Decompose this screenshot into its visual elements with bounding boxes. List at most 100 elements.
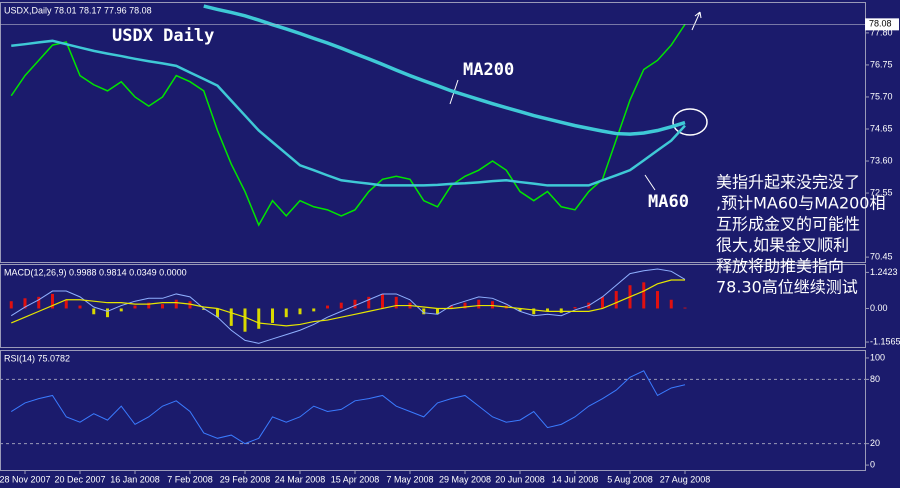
histogram-bar bbox=[339, 302, 343, 309]
y-tick-label: 0.00 bbox=[870, 303, 888, 313]
histogram-bar bbox=[188, 301, 192, 309]
histogram-bar bbox=[436, 308, 439, 315]
note-line: 释放将助推美指向 bbox=[716, 257, 844, 276]
histogram-bar bbox=[656, 291, 659, 309]
histogram-bar bbox=[559, 308, 563, 313]
pane-header: MACD(12,26,9) 0.9988 0.9814 0.0349 0.000… bbox=[4, 267, 187, 277]
histogram-bar bbox=[119, 308, 123, 312]
last-price-box bbox=[865, 18, 899, 31]
x-tick-label: 29 May 2008 bbox=[439, 474, 491, 484]
series-line bbox=[10, 23, 686, 227]
x-tick-label: 16 Jan 2008 bbox=[110, 474, 160, 484]
y-tick-label: 100 bbox=[870, 352, 885, 362]
histogram-bar bbox=[257, 308, 261, 329]
histogram-bar bbox=[614, 291, 618, 309]
histogram-bar bbox=[161, 304, 164, 309]
histogram-bar bbox=[9, 301, 13, 309]
histogram-bar bbox=[463, 302, 467, 309]
pane-header: RSI(14) 75.0782 bbox=[4, 353, 70, 363]
histogram-bar bbox=[518, 308, 522, 312]
ma60-pointer bbox=[644, 174, 656, 191]
series-line bbox=[11, 39, 686, 187]
histogram-bar bbox=[477, 299, 481, 309]
highlight-ellipse bbox=[672, 108, 708, 136]
histogram-bar bbox=[216, 308, 219, 318]
x-tick-label: 15 Apr 2008 bbox=[331, 474, 380, 484]
histogram-bar bbox=[51, 293, 54, 309]
histogram-bar bbox=[573, 307, 577, 309]
histogram-bar bbox=[202, 308, 206, 310]
x-tick-label: 28 Nov 2007 bbox=[0, 474, 51, 484]
histogram-bar bbox=[78, 305, 82, 309]
histogram-bar bbox=[271, 308, 274, 323]
histogram-bar bbox=[229, 308, 233, 326]
x-tick-label: 29 Feb 2008 bbox=[220, 474, 271, 484]
pane-header: USDX,Daily 78.01 78.17 77.96 78.08 bbox=[4, 5, 152, 15]
price-pane bbox=[0, 2, 866, 263]
x-tick-label: 7 Feb 2008 bbox=[167, 474, 213, 484]
y-tick-label: 76.75 bbox=[870, 59, 893, 69]
histogram-bar bbox=[422, 308, 426, 315]
histogram-bar bbox=[326, 305, 329, 309]
histogram-bar bbox=[23, 298, 27, 309]
histogram-bar bbox=[546, 308, 549, 312]
arrow bbox=[691, 11, 702, 31]
y-tick-label: 0 bbox=[870, 459, 875, 469]
annotation: USDX Daily bbox=[112, 26, 214, 46]
histogram-bar bbox=[669, 299, 673, 309]
histogram-bar bbox=[353, 299, 357, 309]
histogram-bar bbox=[147, 302, 151, 309]
histogram-bar bbox=[642, 282, 646, 309]
histogram-bar bbox=[92, 308, 96, 315]
annotation: MA200 bbox=[463, 60, 514, 80]
x-tick-label: 20 Dec 2007 bbox=[54, 474, 105, 484]
y-tick-label: 75.70 bbox=[870, 91, 893, 101]
note-line: ,预计MA60与MA200相 bbox=[716, 194, 886, 213]
y-tick-label: 73.60 bbox=[870, 155, 893, 165]
y-tick-label: -1.1565 bbox=[870, 336, 900, 346]
histogram-bar bbox=[284, 308, 288, 318]
note-line: 美指升起来没完没了 bbox=[716, 173, 860, 192]
histogram-bar bbox=[683, 307, 687, 309]
histogram-bar bbox=[106, 308, 109, 318]
note-line: 很大,如果金叉顺利 bbox=[716, 236, 849, 255]
y-tick-label: 80 bbox=[870, 374, 880, 384]
x-tick-label: 7 May 2008 bbox=[386, 474, 433, 484]
histogram-bar bbox=[298, 308, 302, 315]
x-tick-label: 14 Jul 2008 bbox=[552, 474, 599, 484]
histogram-bar bbox=[532, 308, 536, 315]
histogram-bar bbox=[367, 296, 371, 309]
series-line bbox=[11, 279, 686, 327]
histogram-bar bbox=[133, 305, 137, 309]
x-tick-label: 5 Aug 2008 bbox=[607, 474, 653, 484]
y-tick-label: 74.65 bbox=[870, 123, 893, 133]
macd-pane bbox=[0, 264, 866, 348]
histogram-bar bbox=[174, 299, 178, 309]
rsi-pane bbox=[0, 350, 866, 471]
x-tick-label: 20 Jun 2008 bbox=[495, 474, 545, 484]
histogram-bar bbox=[64, 299, 68, 309]
series-line bbox=[10, 370, 686, 445]
y-tick-label: 1.2423 bbox=[870, 267, 898, 277]
y-tick-label: 20 bbox=[870, 438, 880, 448]
annotation: MA60 bbox=[648, 192, 689, 212]
histogram-bar bbox=[312, 308, 316, 312]
histogram-bar bbox=[449, 305, 453, 309]
note-line: 互形成金叉的可能性 bbox=[716, 215, 860, 234]
histogram-bar bbox=[381, 293, 384, 309]
x-tick-label: 24 Mar 2008 bbox=[275, 474, 326, 484]
y-tick-label: 77.80 bbox=[870, 27, 893, 37]
last-price-label: 78.08 bbox=[869, 19, 892, 29]
series-line bbox=[203, 4, 686, 136]
histogram-bar bbox=[243, 308, 247, 332]
note-line: 78.30高位继续测试 bbox=[716, 278, 858, 297]
histogram-bar bbox=[491, 301, 494, 309]
histogram-bar bbox=[37, 296, 41, 309]
histogram-bar bbox=[394, 296, 398, 309]
x-tick-label: 27 Aug 2008 bbox=[660, 474, 711, 484]
y-tick-label: 70.45 bbox=[870, 251, 893, 261]
y-tick-label: 72.55 bbox=[870, 187, 893, 197]
